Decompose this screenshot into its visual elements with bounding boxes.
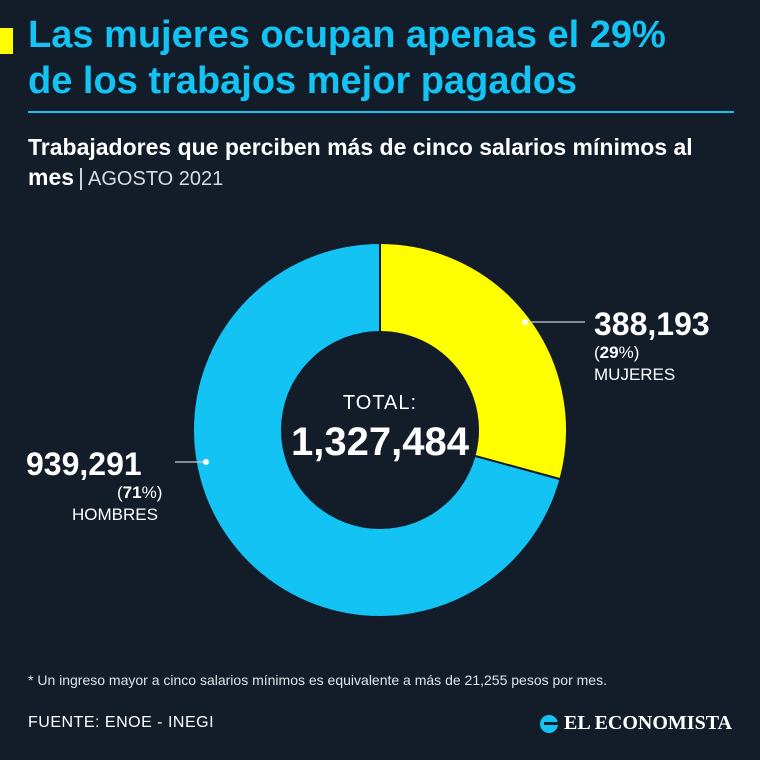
total-value: 1,327,484 [291, 420, 469, 464]
men-value: 939,291 [26, 446, 142, 482]
women-percent-value: 29 [599, 343, 619, 362]
chart-subtitle: Trabajadores que perciben más de cinco s… [28, 132, 738, 194]
men-percent: (71%) [117, 483, 162, 503]
women-value: 388,193 [594, 306, 710, 342]
women-percent-open: ( [594, 343, 600, 362]
women-percent-close: %) [618, 343, 640, 362]
title-line-1: Las mujeres ocupan apenas el 29% [28, 14, 666, 56]
el-economista-logo-icon [540, 714, 558, 733]
title-divider [28, 111, 734, 113]
donut-slice-hombres [192, 241, 562, 618]
footnote: * Un ingreso mayor a cinco salarios míni… [28, 672, 607, 688]
women-label: MUJERES [594, 365, 676, 384]
men-percent-close: %) [141, 483, 163, 502]
subtitle-separator: | [78, 164, 85, 190]
women-percent: (29%) [594, 343, 639, 363]
donut-slices [192, 241, 568, 618]
women-leader-dot [522, 319, 528, 325]
men-leader-dot [203, 459, 209, 465]
page-title: Las mujeres ocupan apenas el 29% de los … [28, 12, 748, 104]
brand-name: EL ECONOMISTA [564, 712, 732, 734]
subtitle-date: AGOSTO 2021 [88, 168, 224, 190]
men-percent-value: 71 [122, 483, 142, 502]
subtitle-text: Trabajadores que perciben más de cinco s… [28, 134, 693, 190]
donut-slice-mujeres [379, 241, 568, 481]
total-label: TOTAL: [342, 392, 418, 414]
source-credit: FUENTE: ENOE - INEGI [28, 714, 215, 731]
men-label: HOMBRES [72, 505, 158, 524]
men-percent-open: ( [117, 483, 123, 502]
title-accent-bar [0, 28, 13, 54]
brand: EL ECONOMISTA [540, 712, 732, 735]
title-line-2: de los trabajos mejor pagados [28, 60, 578, 102]
